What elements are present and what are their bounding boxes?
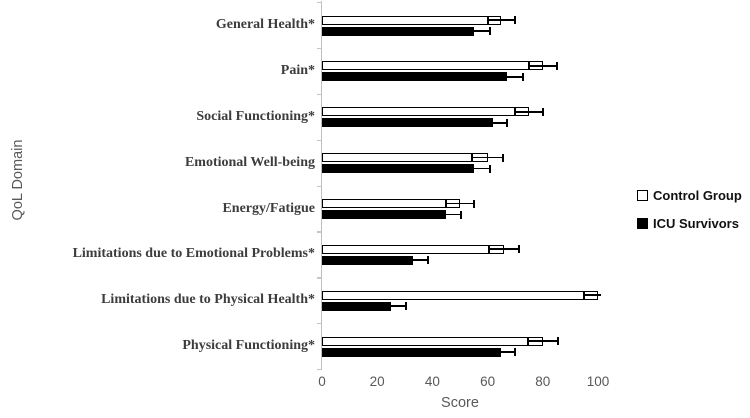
bar-icu-survivors xyxy=(322,164,474,174)
error-bar-cap xyxy=(541,107,544,116)
category-label: Pain* xyxy=(280,62,315,78)
bar-control-group xyxy=(322,290,598,300)
error-bar-cap xyxy=(478,118,481,127)
error-bar-cap xyxy=(518,245,521,254)
error-bar-whisker xyxy=(472,156,503,159)
error-bar-cap xyxy=(487,245,490,254)
error-bar-cap xyxy=(430,210,433,219)
legend: Control Group ICU Survivors xyxy=(637,188,742,244)
category-label: Limitations due to Emotional Problems* xyxy=(72,246,315,262)
error-bar-whisker xyxy=(527,340,558,342)
error-bar-cap xyxy=(505,118,508,127)
bar-control-group xyxy=(322,61,543,71)
y-axis-tick xyxy=(317,93,322,96)
error-bar-whisker xyxy=(490,75,524,78)
category-label: Emotional Well-being xyxy=(184,154,315,170)
category-label: General Health* xyxy=(215,17,315,32)
error-bar-cap xyxy=(471,153,474,162)
error-bar-whisker xyxy=(375,305,407,308)
error-bar-whisker xyxy=(431,213,462,216)
x-axis-title: Score xyxy=(441,395,479,411)
y-axis-tick xyxy=(317,2,322,4)
category-label: Social Functioning* xyxy=(196,108,315,124)
category-label: Physical Functioning* xyxy=(182,338,315,354)
error-bar-cap xyxy=(396,256,399,265)
x-tick-label: 20 xyxy=(369,374,385,389)
error-bar-cap xyxy=(472,199,475,208)
bar-icu-survivors xyxy=(322,118,494,128)
error-bar-cap xyxy=(456,164,459,173)
error-bar-whisker xyxy=(397,259,429,262)
error-bar-cap xyxy=(501,153,504,162)
error-bar-cap xyxy=(427,256,430,265)
x-tick-label: 80 xyxy=(535,374,551,389)
error-bar-cap xyxy=(489,27,492,35)
x-tick-label: 100 xyxy=(586,374,610,389)
error-bar-cap xyxy=(486,348,489,357)
error-bar-whisker xyxy=(529,64,557,67)
error-bar-whisker xyxy=(584,294,601,297)
legend-item-control-group: Control Group xyxy=(637,188,742,203)
category-label: Energy/Fatigue xyxy=(222,200,315,216)
error-bar-cap xyxy=(489,72,492,81)
error-bar-cap xyxy=(514,107,517,116)
error-bar-whisker xyxy=(446,202,474,205)
error-bar-cap xyxy=(583,291,586,300)
y-axis-line xyxy=(321,1,323,369)
error-bar-whisker xyxy=(457,167,491,170)
bar-control-group xyxy=(322,107,529,117)
bar-icu-survivors xyxy=(322,347,502,357)
error-bar-cap xyxy=(486,16,489,24)
error-bar-cap xyxy=(489,164,492,173)
bar-icu-survivors xyxy=(322,26,474,36)
error-bar-whisker xyxy=(515,110,543,113)
error-bar-whisker xyxy=(479,121,507,124)
error-bar-cap xyxy=(460,210,463,219)
y-axis-tick xyxy=(317,323,322,325)
legend-label-control-group: Control Group xyxy=(653,188,742,203)
bar-icu-survivors xyxy=(322,72,507,82)
bar-icu-survivors xyxy=(322,210,447,219)
error-bar-cap xyxy=(514,16,517,24)
bar-control-group xyxy=(322,336,543,346)
error-bar-cap xyxy=(374,302,377,311)
y-axis-tick xyxy=(317,185,322,187)
error-bar-cap xyxy=(528,61,530,70)
error-bar-whisker xyxy=(457,30,491,32)
legend-item-icu-survivors: ICU Survivors xyxy=(637,216,742,231)
y-axis-tick xyxy=(317,277,322,279)
error-bar-whisker xyxy=(487,351,516,353)
y-axis-tick xyxy=(317,369,322,371)
plot-area xyxy=(322,2,601,370)
y-axis-tick xyxy=(317,47,322,50)
error-bar-cap xyxy=(405,302,408,311)
bar-control-group xyxy=(322,15,502,25)
error-bar-whisker xyxy=(488,248,520,251)
error-bar-cap xyxy=(456,27,459,35)
bar-control-group xyxy=(322,153,488,163)
error-bar-whisker xyxy=(487,19,516,21)
error-bar-cap xyxy=(556,337,559,346)
category-label: Limitations due to Physical Health* xyxy=(101,292,315,308)
x-tick-label: 60 xyxy=(480,374,496,389)
x-tick-label: 0 xyxy=(318,374,326,389)
legend-label-icu-survivors: ICU Survivors xyxy=(653,216,739,231)
y-axis-tick xyxy=(317,139,322,141)
control-group-swatch-icon xyxy=(637,190,648,201)
error-bar-cap xyxy=(555,61,558,70)
bar-icu-survivors xyxy=(322,301,391,311)
bar-icu-survivors xyxy=(322,255,414,265)
icu-survivors-swatch-icon xyxy=(637,218,648,229)
bar-control-group xyxy=(322,199,460,208)
y-axis-tick xyxy=(317,231,322,233)
error-bar-cap xyxy=(522,72,525,81)
x-tick-label: 40 xyxy=(424,374,440,389)
error-bar-cap xyxy=(514,348,517,357)
bar-control-group xyxy=(322,244,505,254)
error-bar-cap xyxy=(445,199,448,208)
error-bar-cap xyxy=(526,337,529,346)
